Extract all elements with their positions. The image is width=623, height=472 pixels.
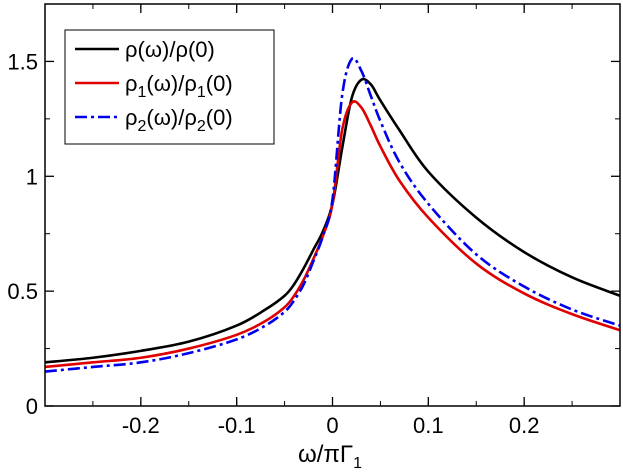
y-tick-label: 0.5 — [7, 279, 38, 304]
legend: ρ(ω)/ρ(0) ρ1(ω)/ρ1(0) ρ2(ω)/ρ2(0) — [64, 29, 275, 145]
x-tick-label: -0.1 — [218, 413, 256, 438]
x-tick-label: 0.1 — [413, 413, 444, 438]
x-axis-title: ω/πΓ1 — [298, 441, 362, 472]
ticks-layer: -0.2 -0.1 0 0.1 0.2 0 0.5 1 1.5 — [7, 4, 620, 438]
y-tick-label: 1 — [26, 164, 38, 189]
legend-entry-rho2: ρ2(ω)/ρ2(0) — [125, 105, 233, 135]
x-tick-label: 0.2 — [509, 413, 540, 438]
series-line-rho2 — [44, 56, 621, 373]
y-tick-label: 1.5 — [7, 49, 38, 74]
y-tick-label: 0 — [26, 394, 38, 419]
legend-entry-rho1: ρ1(ω)/ρ1(0) — [125, 71, 233, 101]
x-tick-label: 0 — [326, 413, 338, 438]
x-tick-label: -0.2 — [122, 413, 160, 438]
plot-frame — [44, 3, 621, 407]
legend-entry-rho: ρ(ω)/ρ(0) — [125, 37, 215, 62]
series-layer — [44, 56, 621, 373]
